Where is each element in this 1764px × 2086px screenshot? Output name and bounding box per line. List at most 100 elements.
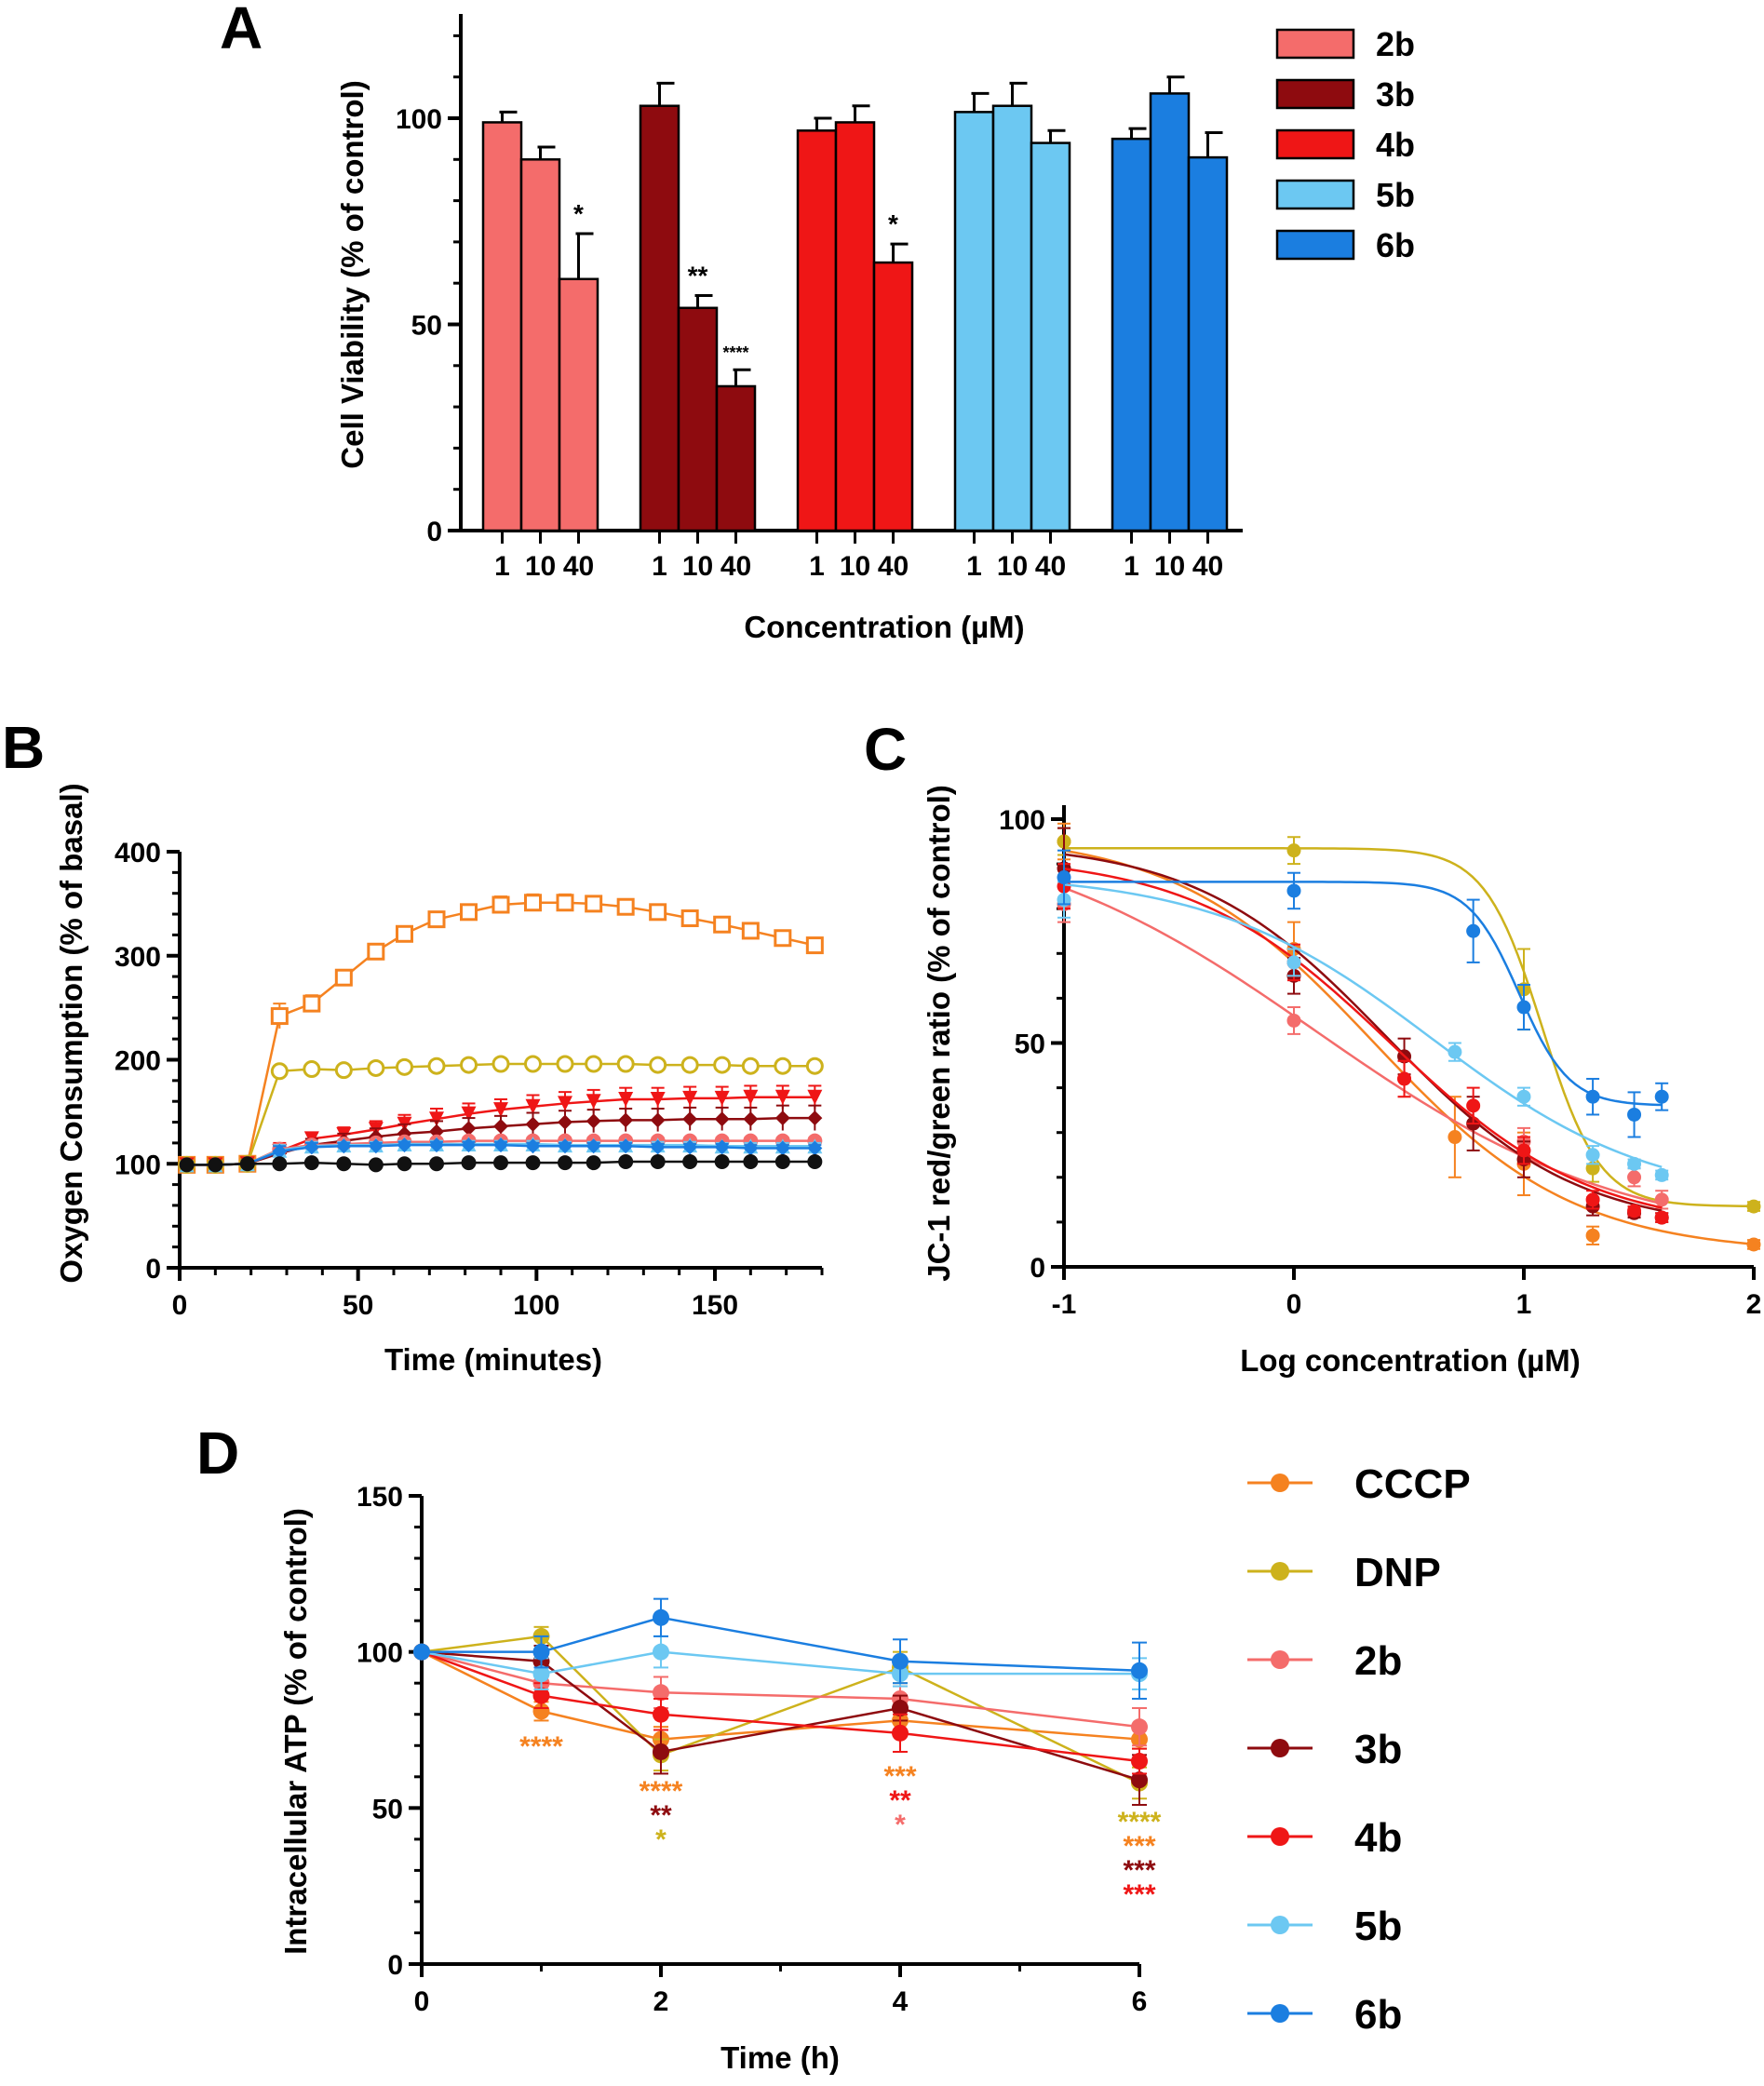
b-point-control [586,1155,601,1171]
b-point-cccp [460,903,478,922]
b-point-cccp [334,968,353,987]
a-legend-swatch-6b [1275,229,1355,261]
b-point-control [743,1154,759,1170]
b-point-6b [743,1140,759,1156]
c-point-5b [1585,1148,1600,1163]
b-point-4b [714,1090,730,1106]
b-point-dnp [303,1060,321,1079]
d-legend-label-cccp: CCCP [1354,1461,1471,1507]
a-bar-4b-10 [834,121,876,532]
b-point-3b [682,1111,698,1127]
b-point-6b [682,1139,698,1155]
b-point-3b [493,1119,508,1135]
b-point-3b [618,1112,634,1128]
a-bar-5b-1 [953,111,995,532]
c-series-cccp [1057,822,1761,1252]
d-significance-marker: *** [1123,1855,1155,1886]
c-y-tick-label: 0 [1030,1253,1045,1284]
a-legend-item-5b: 5b [1275,176,1415,214]
b-series-control [179,1154,823,1173]
d-x-tick-label: 2 [653,1986,669,2017]
b-point-control [682,1154,698,1170]
b-point-6b [272,1143,288,1159]
a-x-tick-label: 1 [652,551,667,582]
a-legend-item-2b: 2b [1275,25,1415,63]
a-bar-5b-10 [991,104,1033,532]
a-x-tick-label: 40 [878,551,909,582]
c-x-tick-label: 0 [1286,1289,1302,1320]
b-point-dnp [270,1062,289,1081]
d-legend-label-6b: 6b [1354,1992,1402,2038]
b-point-4b [682,1090,698,1106]
d-point-4b [892,1724,909,1742]
a-x-tick-label: 10 [682,551,713,582]
a-legend-swatch-4b [1275,128,1355,160]
c-y-axis-title: JC-1 red/green ratio (% of control) [922,785,956,1282]
c-series-4b [1057,863,1669,1225]
b-x-tick-label: 150 [692,1290,738,1321]
d-legend-item-cccp: CCCP [1247,1461,1471,1507]
b-point-dnp [524,1055,542,1073]
b-point-cccp [585,895,603,913]
a-bar-3b-10 [677,306,719,532]
c-x-tick-label: 1 [1516,1289,1532,1320]
d-legend-marker-cccp [1271,1474,1289,1492]
c-fit-curve-3b [1063,853,1663,1212]
a-legend-label-2b: 2b [1376,25,1415,63]
c-point-cccp [1585,1228,1600,1243]
b-point-6b [368,1138,384,1154]
b-point-control [208,1157,223,1173]
a-legend-label-6b: 6b [1376,226,1415,264]
c-point-4b [1627,1204,1642,1218]
c-point-cccp [1746,1237,1761,1252]
a-bar-6b-40 [1187,155,1229,532]
d-y-tick-label: 0 [387,1950,403,1981]
b-x-tick-label: 0 [172,1290,188,1321]
d-legend-label-5b: 5b [1354,1904,1402,1949]
c-point-dnp [1746,1199,1761,1214]
b-point-dnp [805,1056,824,1075]
b-point-3b [807,1110,823,1126]
b-y-axis-title: Oxygen Consumption (% of basal) [54,783,88,1283]
b-point-cccp [680,909,699,928]
c-point-dnp [1585,1161,1600,1176]
d-legend-label-dnp: DNP [1354,1550,1441,1595]
b-point-3b [586,1113,601,1129]
b-point-3b [774,1110,790,1126]
b-y-tick-label: 200 [114,1046,161,1077]
d-x-tick-label: 6 [1132,1986,1148,2017]
d-significance-marker: ** [650,1800,672,1831]
d-legend-item-3b: 3b [1247,1727,1402,1772]
b-point-control [558,1155,572,1171]
b-point-4b [429,1111,444,1127]
b-point-control [493,1155,508,1171]
d-legend-marker-4b [1271,1827,1289,1846]
a-legend-item-3b: 3b [1275,75,1415,114]
b-point-dnp [741,1056,760,1075]
b-point-6b [461,1137,477,1153]
c-point-6b [1585,1089,1600,1104]
d-significance-marker: * [895,1810,906,1840]
a-bar-3b-1 [639,104,680,532]
d-significance-marker: **** [519,1731,563,1762]
b-point-cccp [556,894,574,912]
d-legend-item-2b: 2b [1247,1638,1402,1684]
d-point-cccp [532,1702,550,1720]
c-point-cccp [1448,1130,1462,1145]
c-fit-curve-dnp [1064,847,1755,1208]
b-point-3b [525,1116,541,1132]
b-point-cccp [713,915,732,934]
a-legend-item-4b: 4b [1275,126,1415,164]
b-point-dnp [713,1056,732,1074]
d-point-4b [653,1705,669,1723]
b-point-dnp [680,1056,699,1074]
b-y-tick-label: 100 [114,1150,161,1180]
b-point-control [650,1154,666,1170]
b-point-dnp [556,1055,574,1073]
b-point-dnp [427,1056,446,1075]
a-y-tick-label: 0 [426,517,442,547]
b-point-control [618,1154,634,1170]
d-x-tick-label: 0 [414,1986,430,2017]
a-bar-4b-1 [796,129,838,532]
b-point-control [525,1155,541,1171]
